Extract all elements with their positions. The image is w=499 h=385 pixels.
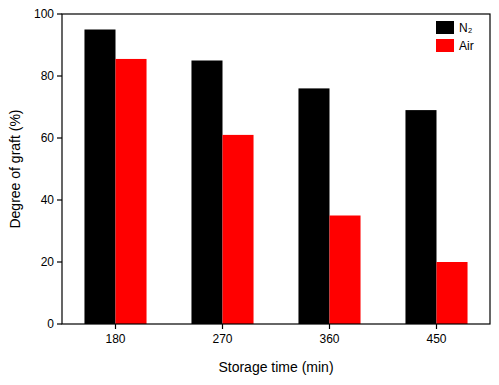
- x-tick: [329, 324, 330, 329]
- y-tick-label: 0: [47, 317, 54, 331]
- y-tick: [57, 137, 62, 138]
- legend-label: Air: [459, 39, 474, 53]
- bar: [405, 110, 436, 324]
- bar: [191, 61, 222, 325]
- legend: N₂ Air: [436, 21, 474, 53]
- legend-label: N₂: [459, 21, 473, 35]
- y-tick-label: 80: [41, 69, 55, 83]
- y-tick-label: 60: [41, 131, 55, 145]
- bars: [84, 30, 467, 325]
- chart-container: 0 20 40 60 80 100 180 270 360 450 Storage time (mi…: [0, 0, 499, 385]
- bar: [330, 216, 361, 325]
- bar: [84, 30, 115, 325]
- x-tick: [115, 324, 116, 329]
- bar: [116, 59, 147, 324]
- y-tick-label: 40: [41, 193, 55, 207]
- x-tick-label: 450: [426, 332, 446, 346]
- y-tick: [57, 199, 62, 200]
- y-tick: [57, 323, 62, 324]
- bar: [437, 262, 468, 324]
- y-axis-label: Degree of graft (%): [7, 109, 23, 228]
- bar: [223, 135, 254, 324]
- x-tick: [222, 324, 223, 329]
- y-tick-label: 20: [41, 255, 55, 269]
- legend-swatch: [436, 39, 454, 52]
- chart-svg: 0 20 40 60 80 100 180 270 360 450 Storage time (mi…: [0, 0, 499, 385]
- legend-swatch: [436, 21, 454, 34]
- y-tick: [57, 13, 62, 14]
- y-tick: [57, 75, 62, 76]
- x-tick-label: 270: [212, 332, 232, 346]
- bar: [298, 88, 329, 324]
- y-tick-label: 100: [34, 7, 54, 21]
- x-tick-label: 180: [105, 332, 125, 346]
- plot-frame: [62, 14, 490, 324]
- x-axis-label: Storage time (min): [218, 359, 333, 375]
- x-tick: [436, 324, 437, 329]
- y-tick: [57, 261, 62, 262]
- x-tick-label: 360: [319, 332, 339, 346]
